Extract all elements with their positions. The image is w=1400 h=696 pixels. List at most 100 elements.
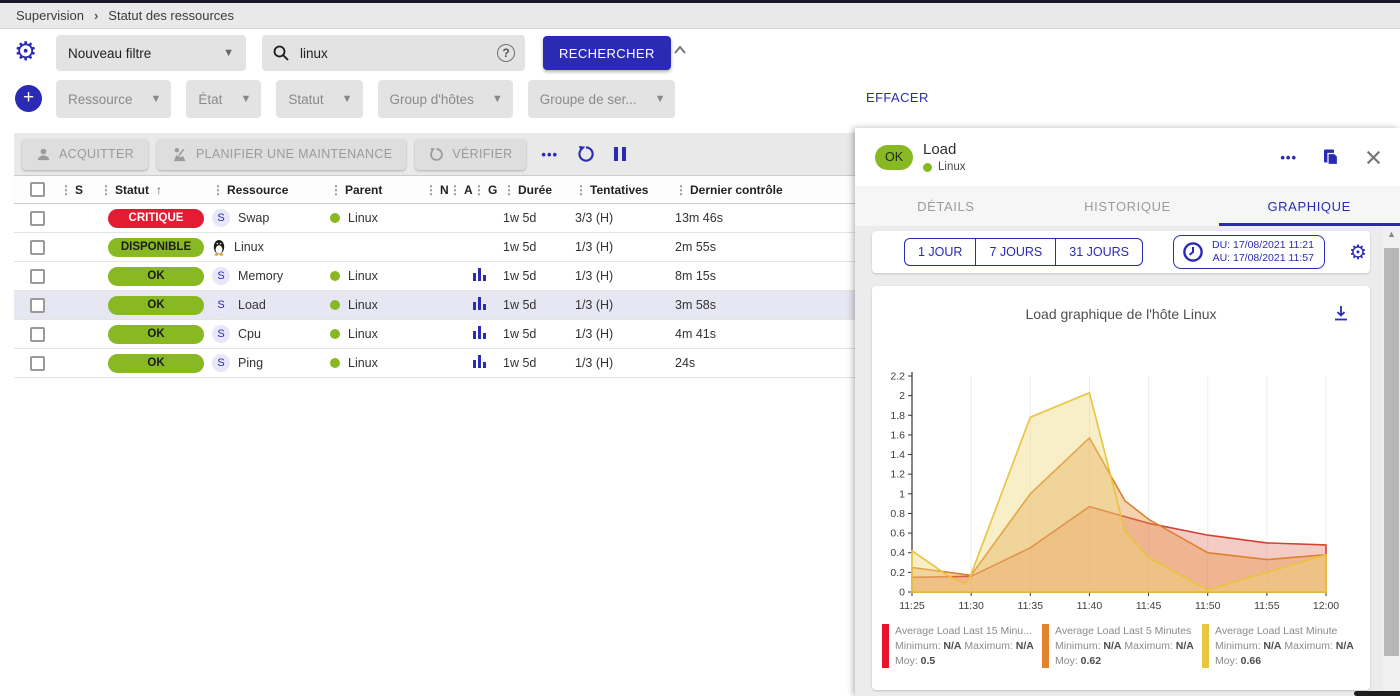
duration: 1w 5d — [503, 298, 575, 312]
table-row[interactable]: DISPONIBLELinux1w 5d1/3 (H)2m 55s — [14, 233, 855, 262]
criteria-chip-0[interactable]: Ressource▼ — [56, 80, 171, 118]
load-graph[interactable]: 00.20.40.60.811.21.41.61.822.211:2511:30… — [874, 366, 1356, 618]
copy-link-icon[interactable] — [1321, 147, 1341, 167]
export-download-icon[interactable] — [1332, 304, 1350, 322]
acknowledge-button[interactable]: ACQUITTER — [22, 139, 148, 170]
select-all-checkbox[interactable] — [30, 182, 45, 197]
legend-item[interactable]: Average Load Last MinuteMinimum: N/A Max… — [1202, 624, 1362, 669]
col-header-duration[interactable]: ⋮Durée — [503, 183, 575, 197]
pause-button[interactable] — [614, 147, 626, 161]
table-row[interactable]: OKSMemoryLinux1w 5d1/3 (H)8m 15s — [14, 262, 855, 291]
col-header-parent[interactable]: ⋮Parent — [330, 183, 425, 197]
resource-name[interactable]: Cpu — [238, 327, 261, 341]
panel-scrollbar[interactable]: ▲ — [1383, 226, 1400, 696]
search-button[interactable]: RECHERCHER — [543, 36, 671, 70]
panel-more-actions-icon[interactable]: ••• — [1280, 150, 1297, 165]
criteria-chip-1[interactable]: État▼ — [186, 80, 261, 118]
col-header-tries[interactable]: ⋮Tentatives — [575, 183, 675, 197]
col-header-notes[interactable]: ⋮N — [425, 183, 449, 197]
panel-status-badge: OK — [875, 145, 913, 170]
criteria-chip-4[interactable]: Groupe de ser...▼ — [528, 80, 676, 118]
svg-text:0: 0 — [899, 587, 905, 599]
breadcrumb-item-supervision[interactable]: Supervision — [16, 8, 84, 23]
row-checkbox[interactable] — [30, 211, 45, 226]
chevron-down-icon: ▼ — [223, 47, 234, 59]
col-header-status[interactable]: ⋮Statut↑ — [100, 183, 212, 197]
tab-graph[interactable]: GRAPHIQUE — [1218, 186, 1400, 226]
scroll-up-icon[interactable]: ▲ — [1383, 226, 1400, 242]
row-checkbox[interactable] — [30, 298, 45, 313]
parent-name[interactable]: Linux — [348, 211, 378, 225]
row-checkbox[interactable] — [30, 269, 45, 284]
scrollbar-thumb[interactable] — [1384, 248, 1399, 656]
resource-name[interactable]: Ping — [238, 356, 263, 370]
search-input[interactable]: linux ? — [262, 35, 525, 71]
panel-content: 1 JOUR 7 JOURS 31 JOURS DU: 17/08/2021 1… — [855, 226, 1400, 696]
parent-name[interactable]: Linux — [348, 298, 378, 312]
maintenance-button[interactable]: PLANIFIER UNE MAINTENANCE — [157, 139, 406, 170]
col-header-resource[interactable]: ⋮Ressource — [212, 183, 330, 197]
graph-icon[interactable] — [473, 297, 486, 310]
svg-text:1.6: 1.6 — [890, 429, 905, 441]
col-header-last-check[interactable]: ⋮Dernier contrôle — [675, 183, 855, 197]
more-actions-icon[interactable]: ••• — [541, 147, 558, 162]
time-range-group: 1 JOUR 7 JOURS 31 JOURS — [904, 238, 1143, 266]
range-31-days-button[interactable]: 31 JOURS — [1055, 238, 1143, 266]
add-criteria-button[interactable]: + — [15, 85, 42, 112]
col-header-severity[interactable]: ⋮S — [60, 183, 100, 197]
row-checkbox[interactable] — [30, 240, 45, 255]
search-help-icon[interactable]: ? — [497, 44, 515, 62]
panel-subtitle[interactable]: Linux — [938, 161, 966, 173]
svg-text:1: 1 — [899, 488, 905, 500]
table-row[interactable]: OKSPingLinux1w 5d1/3 (H)24s — [14, 349, 855, 378]
check-button[interactable]: VÉRIFIER — [415, 139, 526, 170]
col-header-graph[interactable]: ⋮G — [473, 183, 503, 197]
date-range-picker[interactable]: DU: 17/08/2021 11:21 AU: 17/08/2021 11:5… — [1173, 235, 1325, 269]
clear-filters-button[interactable]: EFFACER — [866, 90, 929, 105]
table-row[interactable]: OKSLoadLinux1w 5d1/3 (H)3m 58s — [14, 291, 855, 320]
chart-legend: Average Load Last 15 Minu...Minimum: N/A… — [882, 624, 1362, 669]
table-row[interactable]: CRITIQUESSwapLinux1w 5d3/3 (H)13m 46s — [14, 204, 855, 233]
penguin-icon — [212, 239, 226, 256]
graph-icon[interactable] — [473, 355, 486, 368]
filter-settings-gear-icon[interactable]: ⚙ — [14, 36, 37, 67]
row-checkbox[interactable] — [30, 327, 45, 342]
breadcrumb-item-resources[interactable]: Statut des ressources — [108, 8, 234, 23]
tab-history[interactable]: HISTORIQUE — [1037, 186, 1219, 226]
resource-name[interactable]: Load — [238, 298, 266, 312]
saved-filter-select[interactable]: Nouveau filtre ▼ — [56, 35, 246, 71]
legend-swatch — [1042, 624, 1049, 668]
legend-item[interactable]: Average Load Last 5 MinutesMinimum: N/A … — [1042, 624, 1202, 669]
service-icon: S — [212, 209, 230, 227]
parent-name[interactable]: Linux — [348, 327, 378, 341]
legend-item[interactable]: Average Load Last 15 Minu...Minimum: N/A… — [882, 624, 1042, 669]
tab-details[interactable]: DÉTAILS — [855, 186, 1037, 226]
resource-name[interactable]: Linux — [234, 240, 264, 254]
tries: 1/3 (H) — [575, 298, 675, 312]
criteria-chip-2[interactable]: Statut▼ — [276, 80, 362, 118]
range-7-days-button[interactable]: 7 JOURS — [975, 238, 1056, 266]
graph-icon[interactable] — [473, 326, 486, 339]
range-1-day-button[interactable]: 1 JOUR — [904, 238, 976, 266]
table-row[interactable]: OKSCpuLinux1w 5d1/3 (H)4m 41s — [14, 320, 855, 349]
col-header-action[interactable]: ⋮A — [449, 183, 473, 197]
close-icon[interactable] — [1365, 149, 1382, 166]
criteria-chips: Ressource▼ État▼ Statut▼ Group d'hôtes▼ Grou… — [56, 80, 675, 118]
svg-text:11:50: 11:50 — [1195, 600, 1221, 612]
collapse-filters-chevron-up-icon[interactable] — [672, 44, 688, 56]
status-badge: OK — [108, 267, 204, 286]
table-header: ⋮S ⋮Statut↑ ⋮Ressource ⋮Parent ⋮N ⋮A ⋮G … — [14, 175, 855, 204]
svg-text:0.8: 0.8 — [890, 508, 905, 520]
resource-name[interactable]: Swap — [238, 211, 269, 225]
resource-name[interactable]: Memory — [238, 269, 283, 283]
refresh-button[interactable] — [577, 145, 595, 163]
svg-text:11:40: 11:40 — [1077, 600, 1103, 612]
row-checkbox[interactable] — [30, 356, 45, 371]
parent-name[interactable]: Linux — [348, 356, 378, 370]
criteria-chip-3[interactable]: Group d'hôtes▼ — [378, 80, 513, 118]
corner-bar — [1354, 691, 1400, 696]
graph-icon[interactable] — [473, 268, 486, 281]
parent-name[interactable]: Linux — [348, 269, 378, 283]
tries: 1/3 (H) — [575, 269, 675, 283]
graph-settings-gear-icon[interactable]: ⚙ — [1349, 240, 1367, 265]
